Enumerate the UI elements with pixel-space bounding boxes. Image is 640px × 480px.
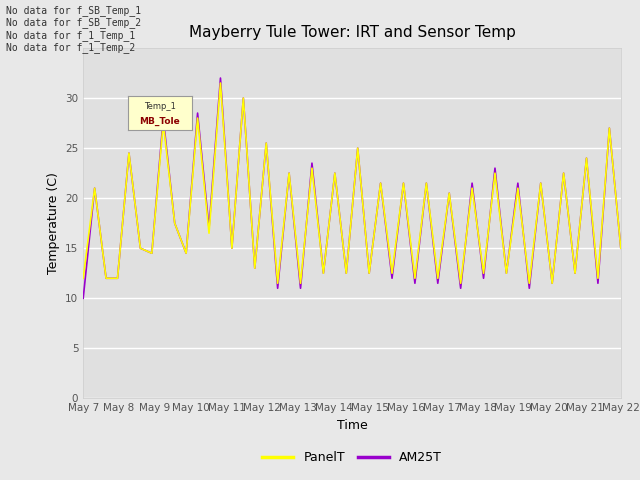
Text: Temp_1: Temp_1 xyxy=(144,102,176,110)
Legend: PanelT, AM25T: PanelT, AM25T xyxy=(257,446,447,469)
Text: No data for f_SB_Temp_1
No data for f_SB_Temp_2
No data for f_1_Temp_1
No data f: No data for f_SB_Temp_1 No data for f_SB… xyxy=(6,5,141,53)
Title: Mayberry Tule Tower: IRT and Sensor Temp: Mayberry Tule Tower: IRT and Sensor Temp xyxy=(189,25,515,40)
X-axis label: Time: Time xyxy=(337,419,367,432)
Text: MB_Tole: MB_Tole xyxy=(140,117,180,126)
Y-axis label: Temperature (C): Temperature (C) xyxy=(47,172,60,274)
